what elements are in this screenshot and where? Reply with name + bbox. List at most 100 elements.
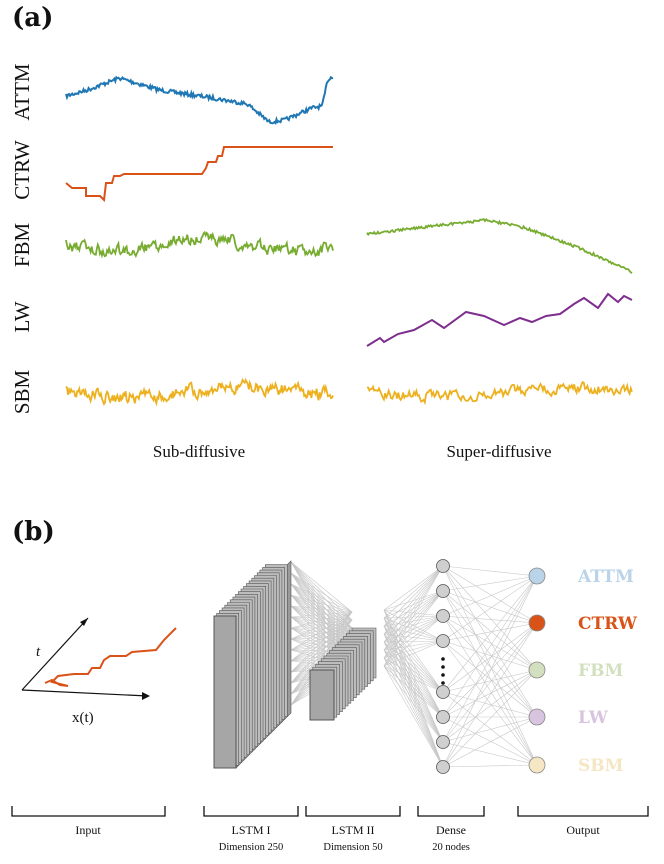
connection-line [290,635,353,640]
connection-line [383,625,444,768]
connection-line [290,627,353,662]
connection-line [383,665,444,693]
connection-line [290,635,353,651]
connection-line [442,669,538,743]
row-label-attm: ATTM [10,63,34,120]
connection-line [290,583,353,613]
connection-line [383,615,444,627]
connection-line [290,619,353,640]
trajectories [65,75,633,407]
t-axis [21,617,89,691]
dense-node [436,760,450,774]
connection-line [442,669,538,693]
output-node-attm [528,567,546,585]
connection-line [383,633,444,768]
connection-line [383,617,444,768]
connection-line [290,627,353,684]
connection-line [290,605,353,645]
trajectory-fbm-sub [65,230,334,259]
connection-line [290,605,353,637]
dense-node [436,710,450,724]
lstm1-front [213,615,237,769]
connection-line [442,575,538,642]
connection-line [383,590,444,611]
output-node-lw [528,708,546,726]
section-name-output: Output [566,823,600,837]
connection-line [383,617,444,743]
dense-node [436,584,450,598]
lstm2-block [309,627,377,721]
trajectory-lw-super [366,292,633,347]
connection-line [383,609,444,768]
ellipsis-dot [441,681,445,685]
connection-line [383,640,444,667]
connection-line [383,590,444,627]
connection-line [290,594,353,637]
connection-line [442,691,538,766]
connection-line [383,625,444,642]
x-axis [21,689,149,697]
output-label-fbm: FBM [578,661,623,681]
trajectory-attm-sub [65,75,334,125]
connection-line [383,657,444,768]
x-axis-arrow [142,692,150,700]
panel-b-label: (b) [12,517,55,547]
connection-line [442,716,538,766]
connection-line [383,615,444,619]
connection-line [442,590,538,766]
connection-line [383,625,444,718]
connection-line [383,615,444,643]
bracket-input [11,806,166,817]
connection-line [383,649,444,768]
connection-line [290,594,353,645]
connection-line [383,617,444,642]
panel-a-label: (a) [12,3,53,33]
connection-line [442,575,538,592]
connection-line [290,594,353,613]
connection-line [442,615,538,766]
row-label-lw: LW [10,301,34,332]
connection-line [290,619,353,629]
connection-line [383,609,444,743]
output-label-lw: LW [578,708,609,728]
connection-line [290,594,353,621]
connection-line [290,594,353,629]
dense-node [436,735,450,749]
output-node-ctrw [528,614,546,632]
dense-node [436,609,450,623]
connection-line [442,590,538,718]
connection-line [383,565,444,659]
connection-line [442,741,538,766]
connection-line [383,641,444,768]
connection-line [442,622,538,718]
connection-line [442,575,538,718]
connection-line [290,561,353,613]
dense-node [436,685,450,699]
section-name-lstm1: LSTM I [232,823,271,837]
trajectory-sbm-sub [65,377,334,407]
connection-line [383,640,444,651]
connection-line [442,622,538,768]
connection-line [442,640,538,671]
connection-line [383,615,444,659]
connection-line [383,590,444,619]
connection-line [442,615,538,718]
connection-line [290,627,353,673]
connection-line [290,572,353,621]
connection-line [442,575,538,743]
bracket-lstm2 [305,806,401,817]
connection-line [290,561,353,621]
connection-line [290,572,353,613]
connection-line [383,590,444,635]
connection-line [383,625,444,693]
connection-line [383,609,444,718]
connection-line [383,617,444,693]
ellipsis-dot [441,657,445,661]
connection-line [442,615,538,624]
connection-line [383,615,444,635]
t-axis-arrow [80,618,88,626]
connection-line [290,611,353,618]
section-sub-lstm1: Dimension 250 [219,842,283,853]
row-label-sbm: SBM [10,369,34,414]
